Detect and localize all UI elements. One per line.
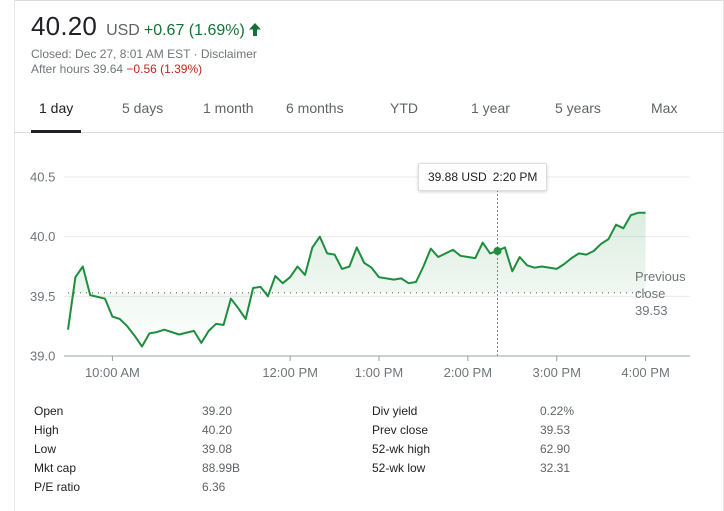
range-tabs: 1 day 5 days 1 month 6 months YTD 1 year… — [14, 88, 723, 133]
previous-close-label: Previous — [635, 269, 686, 284]
tab-6-months[interactable]: 6 months — [286, 88, 344, 132]
disclaimer-link[interactable]: Disclaimer — [200, 47, 257, 61]
price-area-fill — [68, 212, 646, 347]
price-row: 40.20 USD +0.67 (1.69%) — [31, 11, 261, 42]
x-tick-label: 12:00 PM — [262, 365, 318, 380]
y-tick-label: 39.0 — [30, 349, 55, 364]
stat-value: 88.99B — [202, 461, 241, 475]
stat-value: 39.53 — [540, 423, 571, 437]
stat-label: Low — [34, 442, 57, 456]
stat-value: 0.22% — [540, 404, 575, 418]
previous-close-label: close — [635, 286, 665, 301]
tab-max[interactable]: Max — [651, 88, 677, 132]
hover-tooltip: 39.88 USD 2:20 PM — [418, 163, 548, 191]
left-border — [14, 0, 15, 511]
stat-value: 62.90 — [540, 442, 571, 456]
stat-label: P/E ratio — [34, 480, 81, 494]
x-tick-label: 3:00 PM — [533, 365, 581, 380]
y-tick-label: 39.5 — [30, 289, 55, 304]
currency-label: USD — [106, 22, 140, 39]
after-hours-change: −0.56 (1.39%) — [126, 62, 203, 76]
quote-header: 40.20 USD +0.67 (1.69%) Closed: Dec 27, … — [31, 11, 261, 77]
closed-status: Closed: Dec 27, 8:01 AM EST · Disclaimer — [31, 47, 261, 62]
after-hours-label: After hours — [31, 62, 90, 76]
tab-label: Max — [651, 100, 678, 116]
price-line — [67, 211, 646, 348]
x-tick-label: 2:00 PM — [444, 365, 492, 380]
tab-label: 5 years — [555, 100, 601, 116]
tab-label: 1 day — [39, 100, 74, 116]
meta-separator: · — [190, 47, 201, 61]
tab-label: 1 year — [471, 100, 510, 116]
stat-value: 6.36 — [202, 480, 226, 494]
stat-label: Prev close — [372, 423, 429, 437]
stat-label: 52-wk low — [372, 461, 426, 475]
x-tick-label: 10:00 AM — [85, 365, 140, 380]
active-tab-indicator — [31, 130, 82, 133]
x-tick-label: 1:00 PM — [355, 365, 403, 380]
closed-text: Closed: Dec 27, 8:01 AM EST — [31, 47, 191, 61]
y-tick-label: 40.5 — [30, 170, 55, 185]
tab-1-month[interactable]: 1 month — [203, 88, 254, 132]
tab-5-days[interactable]: 5 days — [122, 88, 163, 132]
after-hours-status: After hours 39.64 −0.56 (1.39%) — [31, 62, 261, 77]
stat-value: 32.31 — [540, 461, 571, 475]
stat-value: 39.08 — [202, 442, 233, 456]
stat-value: 40.20 — [202, 423, 233, 437]
stat-label: Div yield — [372, 404, 418, 418]
tab-label: YTD — [390, 100, 418, 116]
tab-1-day[interactable]: 1 day — [31, 88, 82, 133]
stat-label: 52-wk high — [372, 442, 431, 456]
current-price: 40.20 — [31, 11, 98, 41]
previous-close-label: 39.53 — [635, 303, 668, 318]
tab-1-year[interactable]: 1 year — [471, 88, 510, 132]
tab-label: 6 months — [286, 100, 344, 116]
stat-label: Mkt cap — [34, 461, 77, 475]
tab-label: 1 month — [203, 100, 254, 116]
price-change: +0.67 (1.69%) — [143, 22, 245, 39]
stat-value: 39.20 — [202, 404, 233, 418]
stat-label: Open — [34, 404, 64, 418]
top-border — [14, 0, 724, 1]
x-tick-label: 4:00 PM — [621, 365, 669, 380]
tab-label: 5 days — [122, 100, 164, 116]
tooltip-price: 39.88 USD — [428, 170, 487, 184]
tab-ytd[interactable]: YTD — [390, 88, 418, 132]
arrow-up-icon — [248, 23, 261, 41]
y-tick-label: 40.0 — [30, 229, 55, 244]
tooltip-time: 2:20 PM — [492, 170, 538, 184]
stat-label: High — [34, 423, 59, 437]
after-hours-price: 39.64 — [93, 62, 124, 76]
tab-5-years[interactable]: 5 years — [555, 88, 601, 132]
hover-point — [493, 246, 502, 255]
